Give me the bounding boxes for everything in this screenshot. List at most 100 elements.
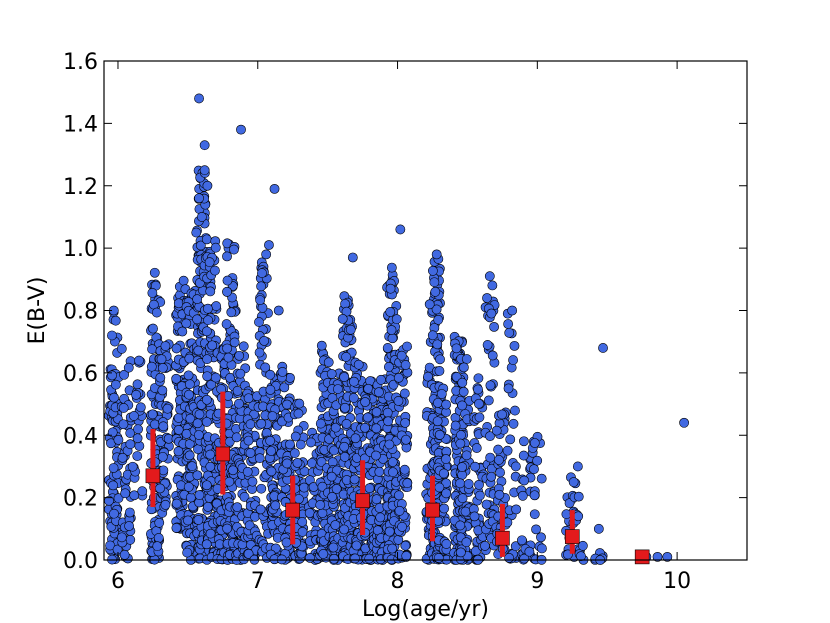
scatter-point xyxy=(315,500,326,510)
scatter-point xyxy=(222,275,233,286)
scatter-point xyxy=(304,508,315,518)
scatter-point xyxy=(386,262,397,273)
scatter-point xyxy=(519,475,530,486)
scatter-point xyxy=(256,418,267,429)
scatter-point xyxy=(108,480,119,491)
x-tick-label: 8 xyxy=(391,569,405,594)
median-marker xyxy=(285,502,301,518)
scatter-point xyxy=(376,374,386,385)
scatter-point xyxy=(201,326,212,337)
scatter-point xyxy=(193,430,204,440)
scatter-point xyxy=(339,452,350,462)
scatter-point xyxy=(270,500,281,511)
scatter-point xyxy=(154,517,165,528)
scatter-point xyxy=(510,405,520,416)
scatter-point xyxy=(277,367,288,377)
scatter-point xyxy=(151,307,162,318)
scatter-point xyxy=(461,450,472,461)
scatter-point xyxy=(536,473,547,484)
scatter-point xyxy=(470,461,480,472)
scatter-point xyxy=(192,418,203,429)
scatter-point xyxy=(341,418,352,429)
scatter-point xyxy=(223,352,234,363)
scatter-point xyxy=(572,461,583,472)
scatter-point xyxy=(383,362,394,372)
scatter-point xyxy=(455,478,466,489)
scatter-point xyxy=(156,354,167,365)
scatter-point xyxy=(153,533,164,543)
scatter-point xyxy=(432,416,443,427)
scatter-point xyxy=(483,395,494,406)
scatter-point xyxy=(396,350,407,361)
scatter-point xyxy=(441,399,452,410)
scatter-point xyxy=(457,462,468,472)
scatter-point xyxy=(109,392,119,403)
scatter-point xyxy=(349,474,360,485)
scatter-point xyxy=(194,409,205,420)
scatter-point xyxy=(171,498,182,509)
scatter-point xyxy=(160,499,171,510)
scatter-point xyxy=(236,124,246,135)
scatter-point xyxy=(234,350,245,361)
scatter-point xyxy=(273,305,284,316)
scatter-point xyxy=(487,280,498,291)
scatter-point xyxy=(598,343,608,353)
scatter-point xyxy=(109,508,119,519)
scatter-point xyxy=(107,427,118,438)
scatter-point xyxy=(463,479,474,489)
scatter-point xyxy=(211,301,222,311)
scatter-point xyxy=(187,461,198,472)
scatter-point xyxy=(125,428,136,438)
scatter-point xyxy=(305,552,315,563)
scatter-point xyxy=(255,295,266,306)
scatter-point xyxy=(123,362,134,373)
scatter-point xyxy=(147,344,158,355)
scatter-point xyxy=(441,454,451,464)
scatter-point xyxy=(160,341,171,351)
scatter-point xyxy=(395,224,406,235)
scatter-point xyxy=(387,543,398,554)
scatter-point xyxy=(222,343,233,354)
scatter-point xyxy=(118,419,129,430)
scatter-point xyxy=(387,457,398,467)
scatter-point xyxy=(329,553,339,564)
scatter-point xyxy=(183,515,193,526)
scatter-point xyxy=(573,491,584,502)
scatter-point xyxy=(201,480,212,491)
scatter-point xyxy=(383,416,394,427)
scatter-point xyxy=(202,371,213,382)
scatter-point xyxy=(116,532,127,543)
scatter-point xyxy=(371,450,381,461)
scatter-point xyxy=(423,371,433,382)
scatter-point xyxy=(202,354,213,365)
scatter-point xyxy=(494,455,504,465)
scatter-point xyxy=(267,411,278,421)
scatter-point xyxy=(458,386,469,397)
scatter-point xyxy=(256,483,267,494)
scatter-point xyxy=(183,482,194,492)
scatter-point xyxy=(339,441,350,452)
scatter-point xyxy=(517,535,527,546)
scatter-point xyxy=(433,553,444,563)
scatter-point xyxy=(473,373,484,384)
scatter-point xyxy=(318,549,329,559)
scatter-point xyxy=(532,455,543,466)
scatter-point xyxy=(265,384,276,395)
scatter-point xyxy=(113,493,124,504)
scatter-point xyxy=(330,422,341,433)
scatter-point xyxy=(182,547,193,558)
scatter-point xyxy=(348,393,359,403)
scatter-point xyxy=(232,502,243,513)
scatter-point xyxy=(431,304,442,315)
y-tick-label: 1.6 xyxy=(63,50,98,75)
axis-ticks: 6 7 8 9 10 0.0 0.2 0.4 0.6 0.8 1.0 1.2 1.4 1.6 xyxy=(63,50,747,594)
scatter-point xyxy=(243,548,254,559)
scatter-point xyxy=(326,369,337,379)
median-marker xyxy=(564,529,580,544)
scatter-point xyxy=(529,438,540,448)
scatter-point xyxy=(183,370,194,381)
median-marker xyxy=(495,530,510,546)
scatter-point xyxy=(132,379,143,390)
scatter-point xyxy=(511,504,522,515)
scatter-points-layer xyxy=(104,93,689,565)
